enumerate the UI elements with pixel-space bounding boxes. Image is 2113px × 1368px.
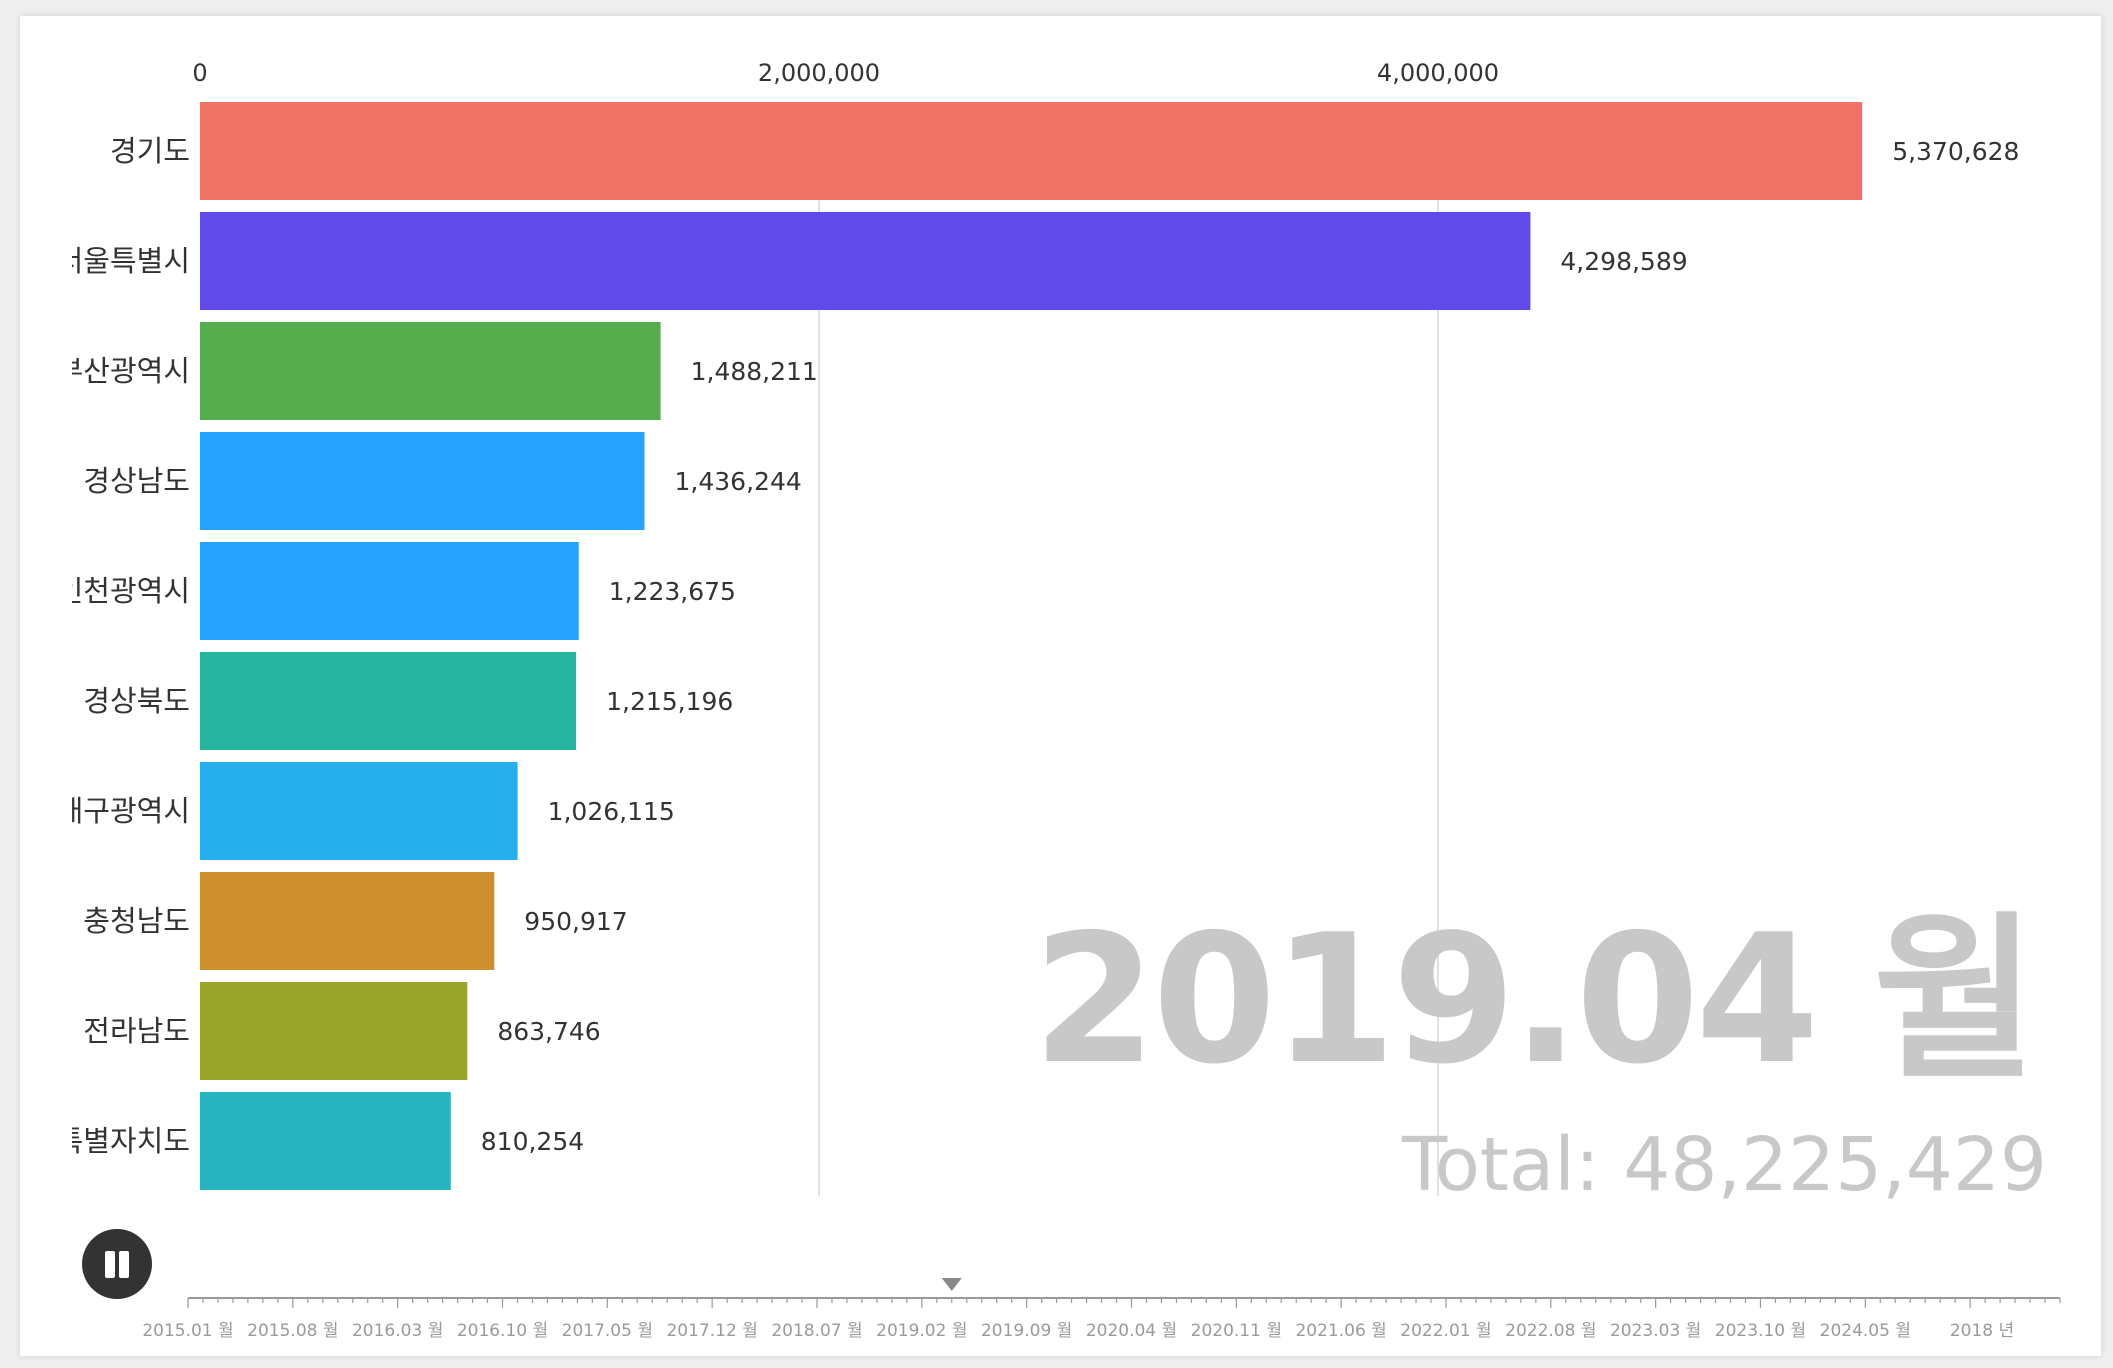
bar — [200, 652, 577, 750]
value-label: 1,026,115 — [548, 797, 675, 826]
category-label: 경상북도 — [83, 684, 190, 718]
value-label: 950,917 — [524, 907, 627, 936]
period-label: 2019.04 월 — [1032, 896, 2037, 1103]
bar — [200, 982, 468, 1080]
timeline-label: 2019.02 월 — [876, 1321, 967, 1341]
timeline-label: 2021.06 월 — [1295, 1321, 1386, 1341]
category-label: 경기도 — [110, 134, 190, 168]
timeline-label: 2015.08 월 — [247, 1321, 338, 1341]
chart-frame: 0 2,000,000 4,000,000 경기도 5,370,628 서울특별시 4,29… — [20, 16, 2101, 1356]
value-label: 5,370,628 — [1892, 137, 2019, 166]
timeline-label: 2023.03 월 — [1610, 1321, 1701, 1341]
timeline-label: 2016.10 월 — [457, 1321, 548, 1341]
category-label: 인천광역시 — [57, 574, 190, 608]
value-label: 1,488,211 — [691, 357, 818, 386]
timeline-label: 2019.09 월 — [981, 1321, 1072, 1341]
timeline-label: 2020.11 월 — [1191, 1321, 1282, 1341]
bar — [200, 762, 518, 860]
label-clip-mask — [20, 96, 72, 1206]
bar — [200, 432, 645, 530]
category-label: 전라남도 — [83, 1014, 190, 1048]
bar — [200, 542, 579, 640]
timeline-slider[interactable]: 2015.01 월 2015.08 월 2016.03 월 2016.10 월 2017… — [20, 1256, 2101, 1356]
timeline-label: 2022.08 월 — [1505, 1321, 1596, 1341]
timeline-label: 2024.05 월 — [1820, 1321, 1911, 1341]
value-label: 1,436,244 — [675, 467, 802, 496]
timeline-label: 2022.01 월 — [1400, 1321, 1491, 1341]
value-label: 4,298,589 — [1560, 247, 1687, 276]
category-label: 대구광역시 — [57, 794, 190, 828]
category-label: 서울특별시 — [57, 244, 190, 278]
timeline-label: 2015.01 월 — [142, 1321, 233, 1341]
value-label: 1,215,196 — [606, 687, 733, 716]
category-label: 경상남도 — [83, 464, 190, 498]
timeline-label: 2023.10 월 — [1715, 1321, 1806, 1341]
timeline-label: 2017.12 월 — [666, 1321, 757, 1341]
x-tick-label: 0 — [192, 59, 207, 87]
timeline-label: 2017.05 월 — [562, 1321, 653, 1341]
value-label: 810,254 — [481, 1127, 584, 1156]
total-label: Total: 48,225,429 — [1402, 1122, 2047, 1208]
bar — [200, 322, 661, 420]
category-label: 부산광역시 — [57, 354, 190, 388]
timeline-label: 2020.04 월 — [1086, 1321, 1177, 1341]
bar — [200, 872, 495, 970]
timeline-label: 2018.07 월 — [771, 1321, 862, 1341]
x-tick-label: 2,000,000 — [758, 59, 880, 87]
triangle-down-icon — [941, 1278, 962, 1291]
value-label: 1,223,675 — [609, 577, 736, 606]
pause-button[interactable] — [82, 1229, 152, 1299]
timeline-label: 2018 년 — [1950, 1321, 2014, 1341]
x-tick-label: 4,000,000 — [1377, 59, 1499, 87]
bar-chart-race: 0 2,000,000 4,000,000 경기도 5,370,628 서울특별시 4,29… — [20, 59, 2019, 1206]
pause-icon — [82, 1229, 152, 1299]
bar — [200, 102, 1863, 200]
timeline-label: 2016.03 월 — [352, 1321, 443, 1341]
category-label: 충청남도 — [83, 904, 190, 938]
bars-group: 경기도 5,370,628 서울특별시 4,298,589 부산광역시 1,488,211… — [20, 102, 2019, 1190]
bar — [200, 1092, 451, 1190]
bar — [200, 212, 1531, 310]
value-label: 863,746 — [497, 1017, 600, 1046]
